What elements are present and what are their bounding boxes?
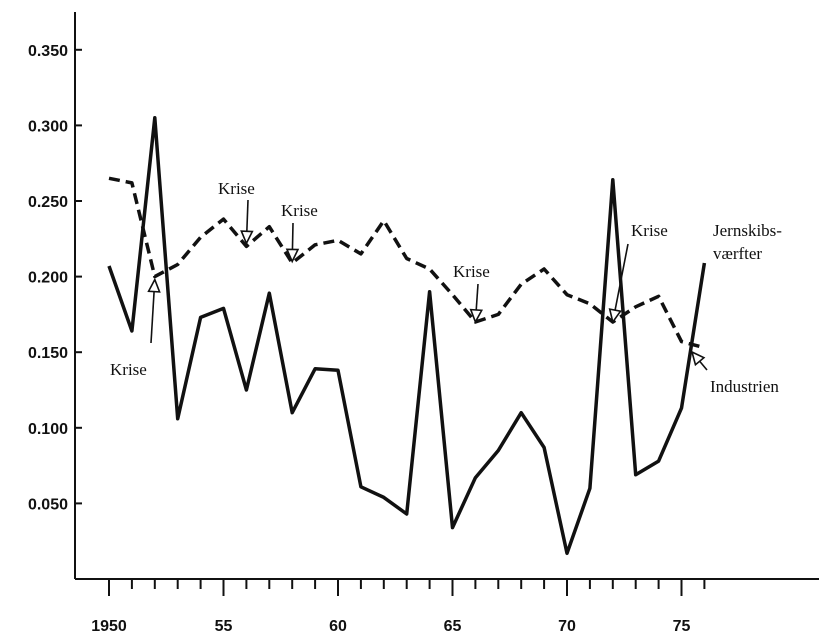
annotation-arrow-shaft — [291, 222, 294, 250]
series-line-jernskibsvaerfter — [107, 116, 707, 556]
series-line-industrien — [108, 176, 705, 350]
x-tick-label: 60 — [329, 618, 347, 635]
y-tick-label: 0.150 — [28, 345, 68, 362]
annotation-arrow-head — [240, 230, 254, 246]
y-tick-label: 0.350 — [28, 43, 68, 60]
annotation-arrow-shaft — [150, 291, 155, 344]
series-label-jernskibsvaerfter: værfter — [713, 244, 762, 263]
krise-label: Krise — [218, 179, 255, 198]
x-tick-label: 75 — [673, 618, 691, 635]
series-label-industrien: Industrien — [710, 377, 779, 396]
series-label-jernskibsvaerfter: Jernskibs- — [713, 221, 782, 240]
y-tick-label: 0.050 — [28, 496, 68, 513]
y-axis-labels: 0.050 0.100 0.150 0.200 0.250 0.300 0.350 — [28, 43, 68, 514]
x-tick-label: 1950 — [91, 618, 127, 635]
krise-label: Krise — [281, 201, 318, 220]
annotations: Krise Krise Krise Krise Krise Jernskibs-værft… — [110, 179, 782, 396]
x-tick-label: 55 — [215, 618, 233, 635]
annotation-arrow-shaft — [246, 199, 249, 232]
x-tick-label: 65 — [444, 618, 462, 635]
krise-label: Krise — [631, 221, 668, 240]
krise-label: Krise — [110, 360, 147, 379]
x-tick-label: 70 — [558, 618, 576, 635]
y-tick-label: 0.250 — [28, 194, 68, 211]
y-tick-label: 0.200 — [28, 270, 68, 287]
annotation-arrow-shaft — [475, 283, 479, 311]
annotation-arrow-shaft — [699, 360, 708, 371]
annotation-arrow-head — [285, 248, 300, 264]
annotation-arrow-shaft — [614, 243, 629, 311]
annotation-arrow-head — [469, 308, 484, 324]
x-axis-labels: 1950 55 60 65 70 75 — [91, 618, 690, 635]
annotation-arrow-head — [608, 308, 622, 324]
y-tick-label: 0.300 — [28, 118, 68, 135]
annotation-arrow-head — [147, 277, 161, 293]
series-layer — [107, 116, 707, 556]
krise-label: Krise — [453, 262, 490, 281]
annotation-arrow-head — [690, 350, 706, 367]
axes — [74, 12, 819, 596]
y-tick-label: 0.100 — [28, 421, 68, 438]
